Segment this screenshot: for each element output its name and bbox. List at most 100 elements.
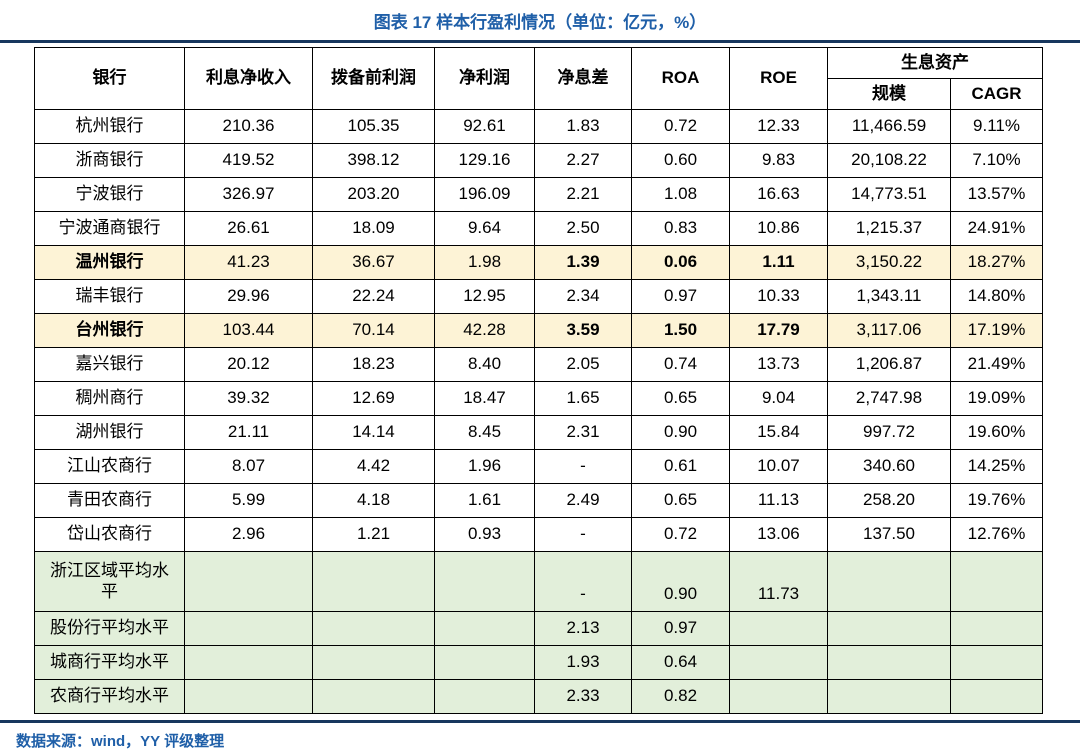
table-row: 温州银行 41.23 36.67 1.98 1.39 0.06 1.11 3,150.22 18… (34, 245, 1043, 280)
bank-name-cell: 温州银行 (34, 245, 185, 280)
value-cell: 18.47 (434, 381, 535, 416)
value-cell (950, 611, 1043, 646)
value-cell: 1,206.87 (827, 347, 951, 382)
table-row: 青田农商行 5.99 4.18 1.61 2.49 0.65 11.13 258.20 19.7… (34, 483, 1043, 518)
value-cell: 19.76% (950, 483, 1043, 518)
value-cell: 2.31 (534, 415, 632, 450)
value-cell: 1.39 (534, 245, 632, 280)
table-header: 银行 利息净收入 拨备前利润 净利润 净息差 ROA ROE 生息资产 规模 C… (34, 47, 1043, 110)
value-cell: - (534, 551, 632, 612)
table-row: 湖州银行 21.11 14.14 8.45 2.31 0.90 15.84 997.72 19.… (34, 415, 1043, 450)
value-cell (312, 551, 435, 612)
table-row: 瑞丰银行 29.96 22.24 12.95 2.34 0.97 10.33 1,343.11… (34, 279, 1043, 314)
col-header-net-profit: 净利润 (434, 47, 535, 110)
value-cell: 13.57% (950, 177, 1043, 212)
value-cell: 11.73 (729, 551, 828, 612)
value-cell (729, 645, 828, 680)
bank-name-cell: 股份行平均水平 (34, 611, 185, 646)
value-cell: 12.69 (312, 381, 435, 416)
value-cell: 9.64 (434, 211, 535, 246)
value-cell (950, 645, 1043, 680)
bank-name-cell: 稠州商行 (34, 381, 185, 416)
value-cell: 0.65 (631, 381, 730, 416)
value-cell (312, 645, 435, 680)
value-cell: 21.49% (950, 347, 1043, 382)
value-cell (184, 611, 313, 646)
value-cell: 20.12 (184, 347, 313, 382)
value-cell (434, 611, 535, 646)
table-row: 浙江区域平均水平 -0.90 11.73 (34, 551, 1043, 612)
value-cell (434, 679, 535, 714)
value-cell: 0.90 (631, 415, 730, 450)
value-cell: 398.12 (312, 143, 435, 178)
value-cell: - (534, 449, 632, 484)
table-row: 股份行平均水平 2.13 0.97 (34, 611, 1043, 646)
value-cell: 2.49 (534, 483, 632, 518)
table-row: 浙商银行 419.52 398.12 129.16 2.27 0.60 9.83 20,108… (34, 143, 1043, 178)
bank-name-cell: 瑞丰银行 (34, 279, 185, 314)
value-cell: 10.33 (729, 279, 828, 314)
bank-name-cell: 湖州银行 (34, 415, 185, 450)
value-cell: 103.44 (184, 313, 313, 348)
value-cell: 1.83 (534, 109, 632, 144)
value-cell (827, 611, 951, 646)
table-row: 台州银行 103.44 70.14 42.28 3.59 1.50 17.79 3,117.0… (34, 313, 1043, 348)
value-cell: 19.60% (950, 415, 1043, 450)
value-cell: 1.65 (534, 381, 632, 416)
profitability-table: 银行 利息净收入 拨备前利润 净利润 净息差 ROA ROE 生息资产 规模 C… (34, 47, 1043, 714)
value-cell: 2.50 (534, 211, 632, 246)
value-cell: 0.72 (631, 109, 730, 144)
bank-name-cell: 浙江区域平均水平 (34, 551, 185, 612)
value-cell: 12.76% (950, 517, 1043, 552)
value-cell: 41.23 (184, 245, 313, 280)
value-cell: 0.60 (631, 143, 730, 178)
table-row: 农商行平均水平 2.33 0.82 (34, 679, 1043, 714)
value-cell: 26.61 (184, 211, 313, 246)
value-cell (827, 551, 951, 612)
col-header-scale: 规模 (827, 78, 951, 110)
value-cell: 0.61 (631, 449, 730, 484)
value-cell: 1.96 (434, 449, 535, 484)
value-cell (434, 645, 535, 680)
value-cell: 419.52 (184, 143, 313, 178)
col-header-pre-provision-profit: 拨备前利润 (312, 47, 435, 110)
table-row: 岱山农商行 2.96 1.21 0.93-0.72 13.06 137.50 12.76% (34, 517, 1043, 552)
value-cell: 8.45 (434, 415, 535, 450)
value-cell: 13.06 (729, 517, 828, 552)
value-cell: 2,747.98 (827, 381, 951, 416)
value-cell: 12.33 (729, 109, 828, 144)
value-cell: 9.11% (950, 109, 1043, 144)
value-cell: 14,773.51 (827, 177, 951, 212)
value-cell: 14.80% (950, 279, 1043, 314)
value-cell (312, 679, 435, 714)
value-cell (312, 611, 435, 646)
value-cell: 17.19% (950, 313, 1043, 348)
value-cell: 129.16 (434, 143, 535, 178)
value-cell: 137.50 (827, 517, 951, 552)
value-cell: 210.36 (184, 109, 313, 144)
figure-title: 图表 17 样本行盈利情况（单位：亿元，%） (373, 13, 707, 32)
col-header-roe: ROE (729, 47, 828, 110)
value-cell: 9.04 (729, 381, 828, 416)
bottom-rule (0, 720, 1080, 723)
value-cell: 2.05 (534, 347, 632, 382)
col-header-roa: ROA (631, 47, 730, 110)
table-row: 江山农商行 8.07 4.42 1.96-0.61 10.07 340.60 14.25% (34, 449, 1043, 484)
header-row-2: 规模 CAGR (35, 78, 1043, 110)
bank-name-cell: 杭州银行 (34, 109, 185, 144)
value-cell: 0.64 (631, 645, 730, 680)
value-cell: 3,150.22 (827, 245, 951, 280)
value-cell: 14.14 (312, 415, 435, 450)
col-header-net-interest-margin: 净息差 (534, 47, 632, 110)
value-cell: 0.06 (631, 245, 730, 280)
value-cell: 3,117.06 (827, 313, 951, 348)
value-cell: 0.97 (631, 611, 730, 646)
value-cell: 18.27% (950, 245, 1043, 280)
value-cell: 12.95 (434, 279, 535, 314)
value-cell: 0.65 (631, 483, 730, 518)
value-cell: 1.93 (534, 645, 632, 680)
table-row: 稠州商行 39.32 12.69 18.47 1.65 0.65 9.04 2,747.98 1… (34, 381, 1043, 416)
table-row: 杭州银行 210.36 105.35 92.61 1.83 0.72 12.33 11,466… (34, 109, 1043, 144)
value-cell: 1,343.11 (827, 279, 951, 314)
value-cell: 2.27 (534, 143, 632, 178)
